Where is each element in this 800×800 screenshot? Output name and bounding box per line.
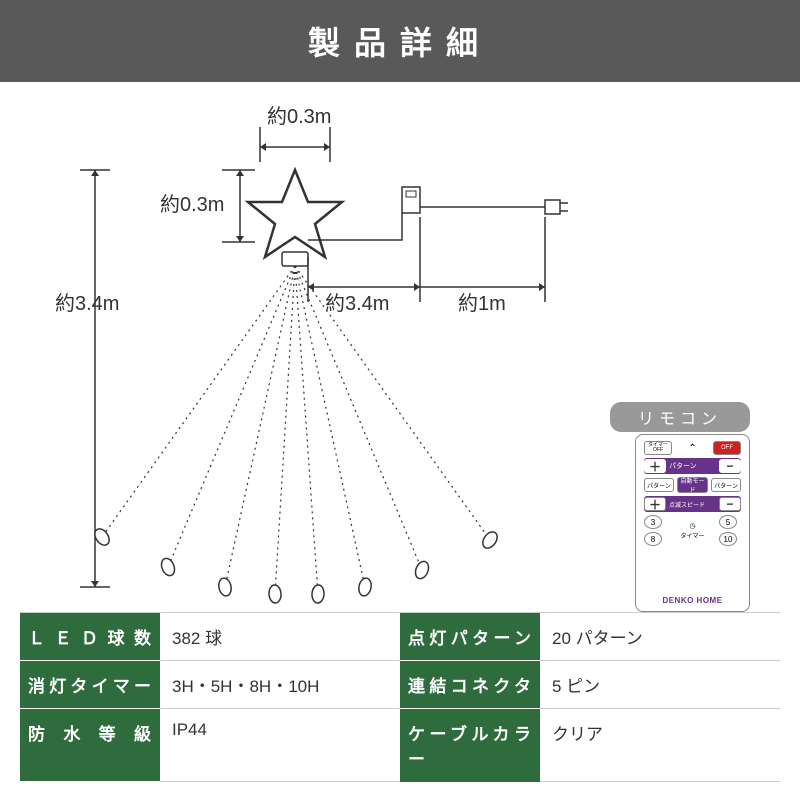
spec-value-cable-color: クリア xyxy=(540,709,780,782)
remote-pattern-btn-right[interactable]: パターン xyxy=(711,478,741,492)
remote-badge-text: リモコン xyxy=(638,411,722,428)
remote-pattern-plus[interactable]: ＋ xyxy=(644,459,666,473)
spec-value-connector: 5 ピン xyxy=(540,661,780,709)
remote-speed-label: 点滅スピード xyxy=(669,500,716,509)
spec-value-timer: 3H・5H・8H・10H xyxy=(160,661,400,709)
wifi-icon: ⌃ xyxy=(675,443,710,454)
spec-label-led: ＬＥＤ球数 xyxy=(20,613,160,661)
spec-value-pattern: 20 パターン xyxy=(540,613,780,661)
spec-label-cable-color: ケーブルカラー xyxy=(400,709,540,782)
remote-timer-grid: 3 ◷ タイマー 5 8 10 xyxy=(644,515,741,546)
remote-badge: リモコン xyxy=(610,402,750,432)
header-banner: 製品詳細 xyxy=(0,0,800,82)
remote-timer-off-button[interactable]: タイマーOFF xyxy=(644,441,672,455)
product-diagram xyxy=(50,92,590,612)
spec-label-connector: 連結コネクタ xyxy=(400,661,540,709)
remote-pattern-minus[interactable]: − xyxy=(719,459,741,473)
remote-timer-8[interactable]: 8 xyxy=(644,532,662,546)
dim-cable-length: 約1m xyxy=(458,287,506,316)
remote-brand: DENKO HOME xyxy=(644,596,741,605)
header-title: 製品詳細 xyxy=(308,25,492,61)
spec-label-timer: 消灯タイマー xyxy=(20,661,160,709)
remote-timer-center: ◷ タイマー xyxy=(669,522,716,540)
remote-pattern-label: パターン xyxy=(669,461,716,471)
dim-total-height: 約3.4m xyxy=(55,287,119,316)
remote-speed-minus[interactable]: − xyxy=(719,497,741,511)
spec-table: ＬＥＤ球数 382 球 点灯パターン 20 パターン 消灯タイマー 3H・5H・… xyxy=(20,612,780,782)
remote-timer-10[interactable]: 10 xyxy=(719,532,737,546)
remote-timer-label: タイマー xyxy=(680,531,704,540)
remote-timer-5[interactable]: 5 xyxy=(719,515,737,529)
dim-star-width: 約0.3m xyxy=(267,100,331,129)
clock-icon: ◷ xyxy=(689,522,695,530)
spec-label-pattern: 点灯パターン xyxy=(400,613,540,661)
remote-speed-plus[interactable]: ＋ xyxy=(644,497,666,511)
remote-auto-mode[interactable]: 自動モード xyxy=(677,477,708,493)
spec-value-waterproof: IP44 xyxy=(160,709,400,782)
remote-pattern-btn-left[interactable]: パターン xyxy=(644,478,674,492)
remote-control: タイマーOFF ⌃ OFF ＋ パターン − パターン 自動モード パターン ＋… xyxy=(635,434,750,612)
remote-timer-3[interactable]: 3 xyxy=(644,515,662,529)
spec-label-waterproof: 防水等級 xyxy=(20,709,160,782)
dim-strand-length: 約3.4m xyxy=(325,287,389,316)
spec-value-led: 382 球 xyxy=(160,613,400,661)
dim-star-height: 約0.3m xyxy=(160,188,224,217)
remote-off-button[interactable]: OFF xyxy=(713,441,741,455)
diagram-area: 約0.3m 約0.3m 約3.4m 約3.4m 約1m リモコン タイマーOFF… xyxy=(0,82,800,612)
